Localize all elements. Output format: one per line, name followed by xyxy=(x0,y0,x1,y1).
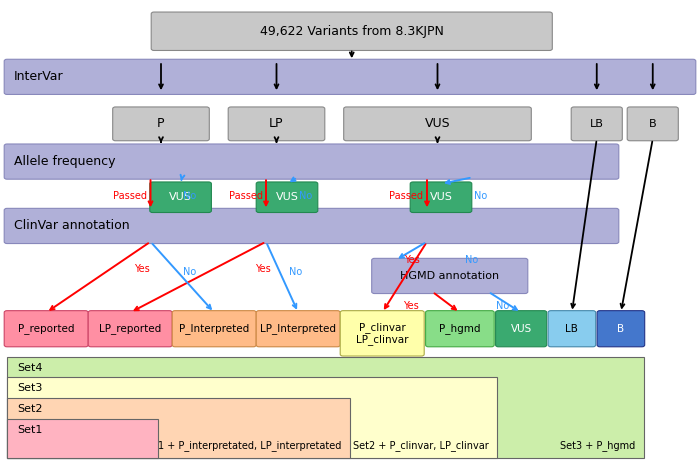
FancyBboxPatch shape xyxy=(256,182,318,213)
Text: No: No xyxy=(474,191,487,201)
FancyBboxPatch shape xyxy=(4,144,619,179)
FancyBboxPatch shape xyxy=(4,311,88,347)
Text: LP_Interpreted: LP_Interpreted xyxy=(260,323,336,334)
FancyBboxPatch shape xyxy=(150,182,211,213)
Bar xyxy=(7,398,350,458)
FancyBboxPatch shape xyxy=(496,311,547,347)
Text: Set1 + P_interpretated, LP_interpretated: Set1 + P_interpretated, LP_interpretated xyxy=(142,440,342,451)
FancyBboxPatch shape xyxy=(344,107,531,141)
Text: ClinVar annotation: ClinVar annotation xyxy=(14,219,130,232)
Text: LB: LB xyxy=(566,324,578,334)
Text: Set2: Set2 xyxy=(18,404,43,414)
Text: 49,622 Variants from 8.3KJPN: 49,622 Variants from 8.3KJPN xyxy=(260,25,444,38)
FancyBboxPatch shape xyxy=(571,107,622,141)
Text: P_reported: P_reported xyxy=(18,323,74,334)
Text: Set1: Set1 xyxy=(18,425,43,435)
Text: Yes: Yes xyxy=(403,300,419,311)
Text: LP: LP xyxy=(270,117,284,131)
Bar xyxy=(7,357,644,458)
Text: B: B xyxy=(617,324,624,334)
FancyBboxPatch shape xyxy=(597,311,645,347)
FancyBboxPatch shape xyxy=(340,311,424,356)
Text: Passed: Passed xyxy=(389,191,424,201)
Bar xyxy=(7,377,497,458)
Text: LP_reported: LP_reported xyxy=(99,323,161,334)
FancyBboxPatch shape xyxy=(113,107,209,141)
FancyBboxPatch shape xyxy=(228,107,325,141)
Text: No: No xyxy=(496,300,509,311)
Text: P_Interpreted: P_Interpreted xyxy=(179,323,249,334)
Text: Yes: Yes xyxy=(405,255,420,265)
FancyBboxPatch shape xyxy=(548,311,596,347)
FancyBboxPatch shape xyxy=(426,311,494,347)
Text: LB: LB xyxy=(590,119,603,129)
Text: VUS: VUS xyxy=(276,192,298,202)
Text: Allele frequency: Allele frequency xyxy=(14,155,116,168)
Text: Yes: Yes xyxy=(134,264,150,275)
Text: P: P xyxy=(158,117,164,131)
Text: InterVar: InterVar xyxy=(14,70,64,83)
Bar xyxy=(7,419,158,458)
FancyBboxPatch shape xyxy=(4,59,696,94)
FancyBboxPatch shape xyxy=(627,107,678,141)
FancyBboxPatch shape xyxy=(88,311,172,347)
Text: Set3 + P_hgmd: Set3 + P_hgmd xyxy=(560,440,636,451)
Text: Set2 + P_clinvar, LP_clinvar: Set2 + P_clinvar, LP_clinvar xyxy=(353,440,489,451)
FancyBboxPatch shape xyxy=(410,182,472,213)
FancyBboxPatch shape xyxy=(372,258,528,294)
Text: HGMD annotation: HGMD annotation xyxy=(400,271,499,281)
FancyBboxPatch shape xyxy=(4,208,619,244)
Text: No: No xyxy=(183,267,196,277)
Text: Set3: Set3 xyxy=(18,383,43,394)
Text: P_hgmd: P_hgmd xyxy=(439,323,481,334)
Text: Yes: Yes xyxy=(255,264,270,275)
Text: Passed: Passed xyxy=(113,191,147,201)
Text: VUS: VUS xyxy=(510,324,532,334)
Text: No: No xyxy=(183,191,197,201)
Text: P_clinvar
LP_clinvar: P_clinvar LP_clinvar xyxy=(356,322,409,345)
Text: VUS: VUS xyxy=(425,117,450,131)
Text: No: No xyxy=(290,267,302,277)
Text: VUS: VUS xyxy=(169,192,192,202)
FancyBboxPatch shape xyxy=(151,12,552,50)
Text: No: No xyxy=(466,255,479,265)
Text: No: No xyxy=(299,191,312,201)
Text: B: B xyxy=(649,119,657,129)
FancyBboxPatch shape xyxy=(256,311,340,347)
Text: Set4: Set4 xyxy=(18,363,43,373)
FancyBboxPatch shape xyxy=(172,311,256,347)
Text: VUS: VUS xyxy=(430,192,452,202)
Text: Passed: Passed xyxy=(228,191,262,201)
